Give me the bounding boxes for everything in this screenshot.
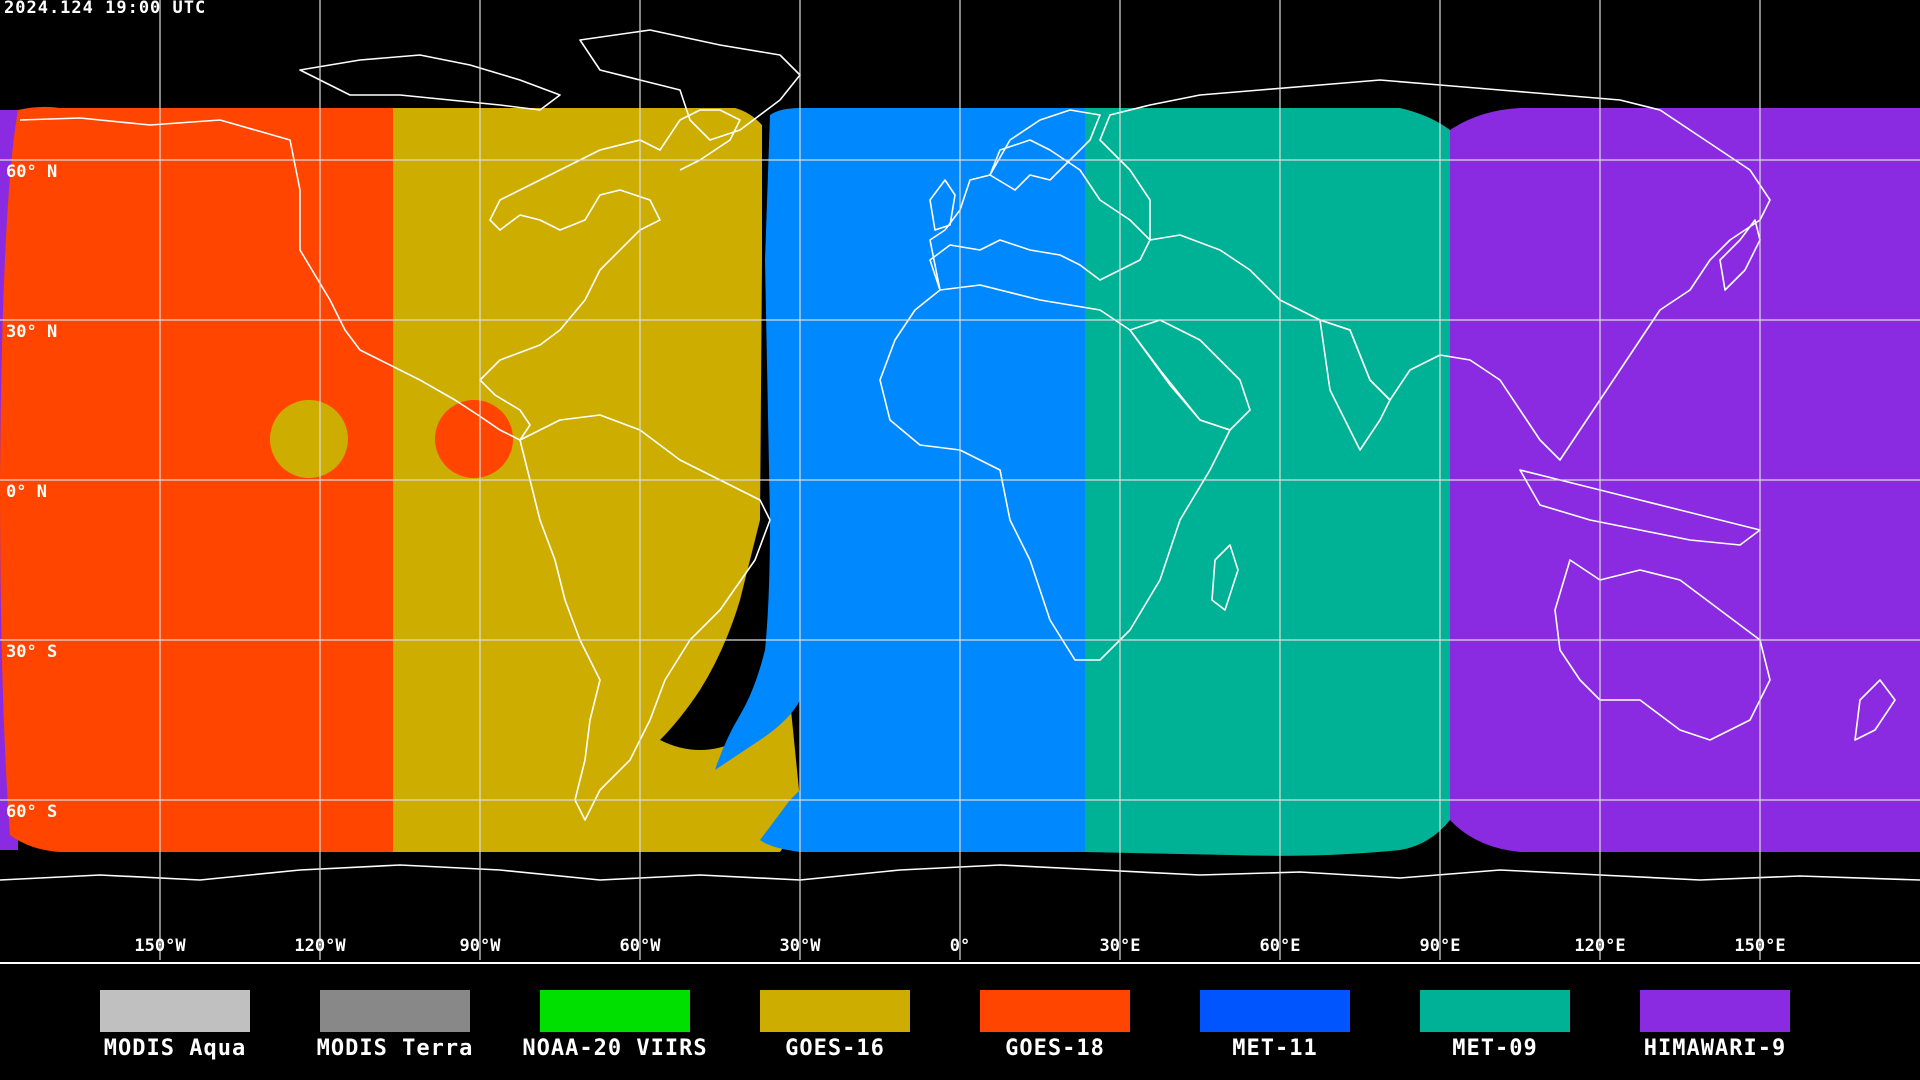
lat-label-60n: 60° N	[6, 162, 58, 182]
legend-swatch	[1640, 990, 1790, 1032]
legend-label: GOES-18	[1005, 1036, 1105, 1061]
lon-label-90w: 90°W	[459, 936, 501, 956]
legend-swatch	[1200, 990, 1350, 1032]
legend-label: HIMAWARI-9	[1643, 1036, 1787, 1061]
legend-item-modis-terra: MODIS Terra	[317, 990, 472, 1061]
met09-coverage	[1085, 108, 1450, 856]
legend-swatch	[760, 990, 910, 1032]
lon-label-30e: 30°E	[1099, 936, 1141, 956]
coverage-regions	[0, 106, 1920, 856]
lon-label-120w: 120°W	[294, 936, 346, 956]
legend-item-goes18: GOES-18	[980, 990, 1130, 1061]
goes18-marker	[435, 400, 513, 478]
lat-label-0n: 0° N	[6, 482, 47, 502]
coastline-scandinavia	[989, 109, 1101, 191]
lon-label-60w: 60°W	[619, 936, 661, 956]
coastline-india	[1319, 319, 1391, 451]
legend-label: GOES-16	[785, 1036, 885, 1061]
legend-label: MODIS Aqua	[103, 1036, 247, 1061]
lat-label-30s: 30° S	[6, 642, 58, 662]
timestamp: 2024.124 19:00 UTC	[4, 0, 207, 18]
legend-swatch	[980, 990, 1130, 1032]
legend-swatch	[100, 990, 250, 1032]
legend-label: MET-11	[1232, 1036, 1318, 1061]
legend-item-met09: MET-09	[1420, 990, 1570, 1061]
coastline-madagascar	[1211, 544, 1239, 611]
lon-label-60e: 60°E	[1259, 936, 1301, 956]
legend-label: NOAA-20 VIIRS	[522, 1036, 708, 1061]
lon-label-30w: 30°W	[779, 936, 821, 956]
legend-item-goes16: GOES-16	[760, 990, 910, 1061]
coastline-british-isles	[929, 179, 956, 231]
legend-item-modis-aqua: MODIS Aqua	[100, 990, 250, 1061]
coastline-arabia	[1129, 319, 1251, 431]
lon-label-120e: 120°E	[1574, 936, 1626, 956]
lon-label-150w: 150°W	[134, 936, 186, 956]
legend-swatch	[320, 990, 470, 1032]
legend-divider	[0, 962, 1920, 964]
legend-label: MODIS Terra	[316, 1036, 474, 1061]
goes16-marker	[270, 400, 348, 478]
legend-label: MET-09	[1452, 1036, 1538, 1061]
legend-item-himawari9: HIMAWARI-9	[1640, 990, 1790, 1061]
legend-swatch	[540, 990, 690, 1032]
lon-label-0: 0°	[949, 936, 971, 956]
coastline-australia	[1554, 559, 1771, 741]
coastline-antarctica	[0, 864, 1920, 881]
lon-label-90e: 90°E	[1419, 936, 1461, 956]
coastline-new-zealand	[1854, 679, 1896, 741]
legend-item-noaa20-viirs: NOAA-20 VIIRS	[522, 990, 707, 1061]
lat-label-60s: 60° S	[6, 802, 58, 822]
legend-item-met11: MET-11	[1200, 990, 1350, 1061]
coastline-europe	[929, 139, 1151, 291]
lon-label-150e: 150°E	[1734, 936, 1786, 956]
legend-swatch	[1420, 990, 1570, 1032]
coastline-arctic-islands	[299, 54, 561, 111]
coverage-map	[0, 0, 1920, 962]
lat-label-30n: 30° N	[6, 322, 58, 342]
graticule	[0, 0, 1920, 960]
